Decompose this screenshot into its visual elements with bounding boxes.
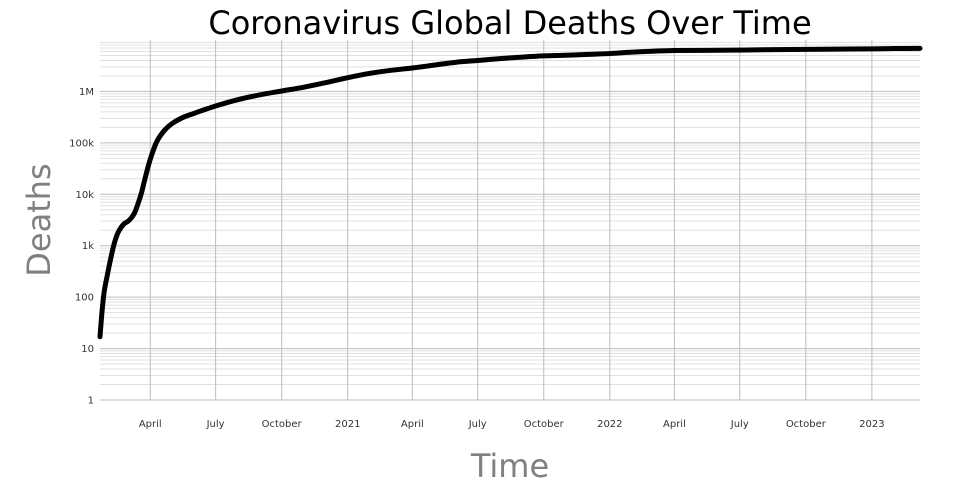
series-layer [97, 45, 923, 340]
y-tick-label: 1k [82, 241, 94, 252]
y-tick-label: 1 [88, 396, 94, 407]
y-axis-title: Deaths [20, 163, 58, 276]
x-tick-label: October [262, 419, 303, 430]
x-tick-label: April [139, 419, 162, 430]
x-tick-label: 2023 [859, 419, 884, 430]
y-tick-label: 100 [75, 293, 94, 304]
x-axis-title: Time [470, 447, 549, 485]
x-tick-label: July [468, 419, 487, 430]
x-tick-label: July [206, 419, 225, 430]
x-tick-label: 2021 [335, 419, 360, 430]
grid-layer [100, 40, 920, 401]
deaths-series-line [97, 45, 923, 340]
y-tick-label: 1M [79, 87, 94, 98]
y-axis-ticks: 1 10 100 1k 10k 100k 1M [69, 87, 94, 407]
x-tick-label: July [730, 419, 749, 430]
x-tick-label: April [401, 419, 424, 430]
chart-title: Coronavirus Global Deaths Over Time [208, 4, 811, 42]
x-tick-label: April [663, 419, 686, 430]
x-tick-label: October [786, 419, 827, 430]
y-tick-label: 10 [81, 344, 94, 355]
y-tick-label: 100k [69, 138, 94, 149]
x-tick-label: 2022 [597, 419, 622, 430]
y-tick-label: 10k [75, 190, 94, 201]
x-tick-label: October [524, 419, 565, 430]
x-axis-ticks: April July October 2021 April July October 2022… [139, 419, 885, 430]
